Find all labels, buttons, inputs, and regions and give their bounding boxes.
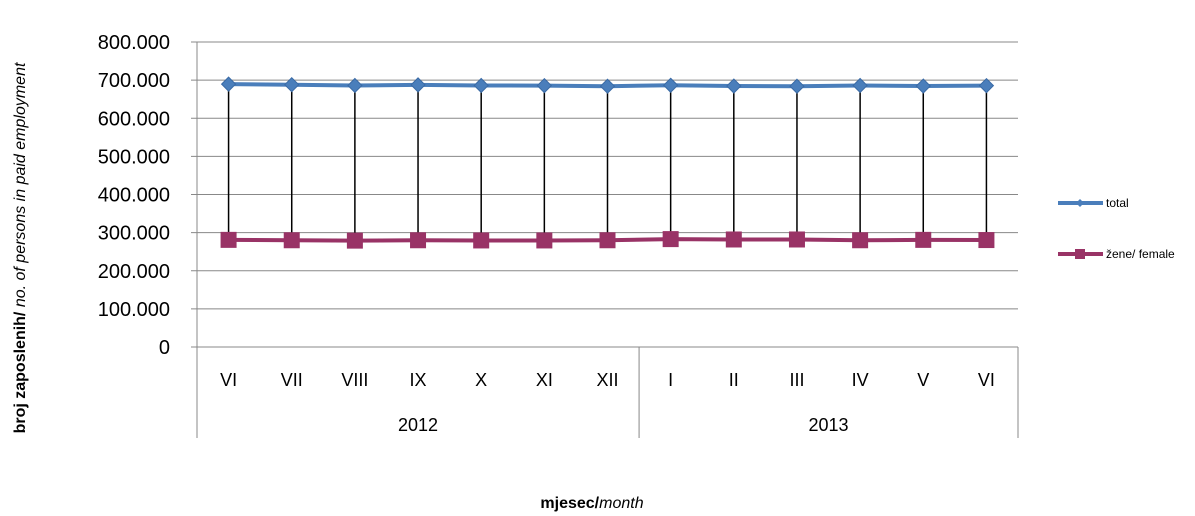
y-tick-label: 800.000 [98,32,170,54]
point-marker [536,77,553,94]
legend-marker [1075,249,1085,259]
y-tick-label: 500.000 [98,146,170,168]
legend-label: total [1106,196,1129,210]
x-axis-title-bold: mjesec/ [540,495,599,512]
x-group-label: 2012 [398,415,438,435]
point-marker [599,232,616,249]
point-marker [725,231,742,248]
point-marker [789,78,805,94]
x-tick-label: IX [410,370,427,390]
legend-marker [1076,199,1084,207]
x-tick-label: II [729,370,739,390]
drop-lines [227,84,988,241]
legend-label: žene/ female [1106,247,1175,261]
x-tick-label: VIII [341,370,368,390]
x-axis-title-italic: month [599,495,644,512]
point-marker [852,77,868,94]
x-axis-title: mjesec/month [540,495,643,512]
x-tick-label: VI [978,370,995,390]
point-marker [283,232,300,249]
x-tick-label: III [789,370,804,390]
x-tick-label: X [475,370,487,390]
x-tick-label: IV [852,370,869,390]
y-tick-label: 100.000 [98,299,170,321]
point-marker [978,77,995,94]
point-marker [662,231,679,248]
x-tick-label: V [917,370,929,390]
point-marker [284,76,300,93]
point-marker [915,231,932,248]
y-axis-ticks: 800.000 700.000 600.000 500.000 400.000 300.0… [98,32,170,359]
y-axis-title-italic: no. of persons in paid employment [12,62,29,312]
point-marker [662,77,679,93]
y-axis-title: broj zaposlenih/ no. of persons in paid … [12,62,29,433]
point-marker [536,232,553,249]
point-marker [473,77,489,94]
point-marker [347,77,363,94]
point-marker [599,78,616,94]
x-tick-label: XII [596,370,618,390]
x-tick-label: XI [536,370,553,390]
y-tick-label: 400.000 [98,185,170,207]
point-marker [473,232,490,249]
point-marker [410,232,427,249]
x-tick-label: VII [281,370,303,390]
point-marker [978,232,995,249]
y-tick-label: 700.000 [98,70,170,92]
point-marker [220,231,237,248]
point-marker [852,232,869,249]
x-tick-label: VI [220,370,237,390]
y-tick-label: 0 [159,337,170,359]
x-tick-label: I [668,370,673,390]
point-marker [915,78,931,94]
point-marker [788,231,805,248]
series-group [220,76,995,249]
legend: total žene/ female [1058,196,1175,261]
y-tick-label: 300.000 [98,223,170,245]
x-group-label: 2013 [809,415,849,435]
point-marker [726,78,742,94]
y-tick-label: 200.000 [98,261,170,283]
y-tick-label: 600.000 [98,108,170,130]
y-axis-title-bold: broj zaposlenih/ [12,311,29,433]
point-marker [346,232,363,249]
point-marker [410,77,426,93]
point-marker [220,76,237,92]
